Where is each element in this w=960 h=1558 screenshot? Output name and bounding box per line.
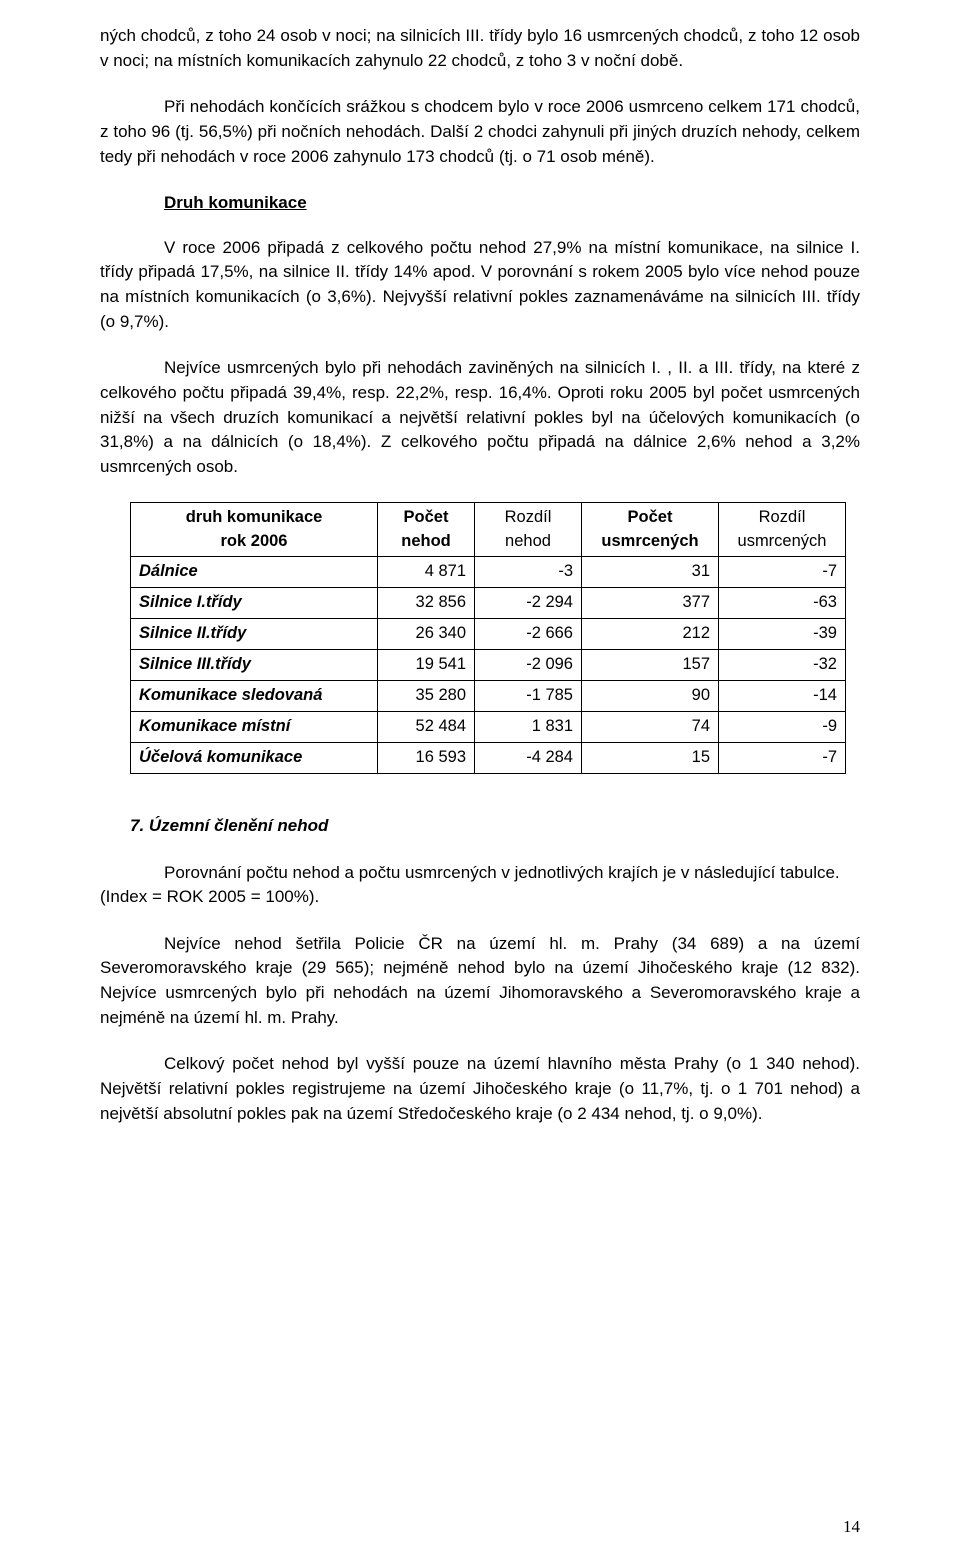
table-cell: 212	[582, 619, 719, 650]
table-cell: 16 593	[378, 742, 475, 773]
paragraph: Při nehodách končících srážkou s chodcem…	[100, 95, 860, 169]
table-cell: -7	[719, 557, 846, 588]
table-cell: 15	[582, 742, 719, 773]
table-cell-label: Dálnice	[131, 557, 378, 588]
table-row: Komunikace místní52 4841 83174-9	[131, 712, 846, 743]
table-cell: 157	[582, 650, 719, 681]
table-header: Počet usmrcených	[582, 502, 719, 557]
table-cell: -3	[475, 557, 582, 588]
table-header-row: druh komunikace rok 2006 Počet nehod Roz…	[131, 502, 846, 557]
table-cell: -2 666	[475, 619, 582, 650]
table-druh-komunikace: druh komunikace rok 2006 Počet nehod Roz…	[130, 502, 846, 774]
table-cell: 31	[582, 557, 719, 588]
table-cell: 35 280	[378, 681, 475, 712]
paragraph: Nejvíce nehod šetřila Policie ČR na územ…	[100, 932, 860, 1031]
th-text: rok 2006	[221, 532, 288, 550]
table-cell-label: Silnice III.třídy	[131, 650, 378, 681]
table-header: druh komunikace rok 2006	[131, 502, 378, 557]
table-cell: -2 294	[475, 588, 582, 619]
page: ných chodců, z toho 24 osob v noci; na s…	[0, 0, 960, 1558]
th-text: Rozdíl	[759, 508, 806, 526]
page-number: 14	[843, 1515, 860, 1540]
section-heading-druh-komunikace: Druh komunikace	[100, 191, 860, 216]
table-row: Silnice II.třídy26 340-2 666212-39	[131, 619, 846, 650]
th-text: Rozdíl	[505, 508, 552, 526]
th-text: druh komunikace	[186, 508, 323, 526]
th-text: usmrcených	[601, 532, 698, 550]
table-cell: 1 831	[475, 712, 582, 743]
section-heading-uzemni-cleneni: 7. Územní členění nehod	[100, 814, 860, 839]
th-text: nehod	[401, 532, 451, 550]
th-text: usmrcených	[738, 532, 827, 550]
table-cell: 90	[582, 681, 719, 712]
table-cell: 4 871	[378, 557, 475, 588]
table-cell-label: Komunikace místní	[131, 712, 378, 743]
table-cell: 26 340	[378, 619, 475, 650]
paragraph: V roce 2006 připadá z celkového počtu ne…	[100, 236, 860, 335]
table-cell-label: Komunikace sledovaná	[131, 681, 378, 712]
table-body: Dálnice4 871-331-7Silnice I.třídy32 856-…	[131, 557, 846, 773]
th-text: Počet	[404, 508, 449, 526]
table-cell-label: Silnice II.třídy	[131, 619, 378, 650]
table-header: Počet nehod	[378, 502, 475, 557]
table-cell: 52 484	[378, 712, 475, 743]
table-cell: -63	[719, 588, 846, 619]
table-cell: -32	[719, 650, 846, 681]
table-cell: -9	[719, 712, 846, 743]
paragraph: Celkový počet nehod byl vyšší pouze na ú…	[100, 1052, 860, 1126]
paragraph: ných chodců, z toho 24 osob v noci; na s…	[100, 24, 860, 73]
table-row: Dálnice4 871-331-7	[131, 557, 846, 588]
table-cell-label: Účelová komunikace	[131, 742, 378, 773]
table-cell: -2 096	[475, 650, 582, 681]
th-text: Počet	[628, 508, 673, 526]
paragraph: Nejvíce usmrcených bylo při nehodách zav…	[100, 356, 860, 479]
table-cell-label: Silnice I.třídy	[131, 588, 378, 619]
table-header: Rozdíl nehod	[475, 502, 582, 557]
table-row: Komunikace sledovaná35 280-1 78590-14	[131, 681, 846, 712]
table-cell: 377	[582, 588, 719, 619]
table-cell: 32 856	[378, 588, 475, 619]
th-text: nehod	[505, 532, 551, 550]
table-row: Účelová komunikace16 593-4 28415-7	[131, 742, 846, 773]
paragraph: Porovnání počtu nehod a počtu usmrcených…	[100, 861, 860, 910]
table-header: Rozdíl usmrcených	[719, 502, 846, 557]
table-cell: 19 541	[378, 650, 475, 681]
table-cell: -7	[719, 742, 846, 773]
table-cell: -39	[719, 619, 846, 650]
table-row: Silnice I.třídy32 856-2 294377-63	[131, 588, 846, 619]
table-cell: -1 785	[475, 681, 582, 712]
table-cell: -4 284	[475, 742, 582, 773]
table-cell: -14	[719, 681, 846, 712]
table-cell: 74	[582, 712, 719, 743]
table-row: Silnice III.třídy19 541-2 096157-32	[131, 650, 846, 681]
